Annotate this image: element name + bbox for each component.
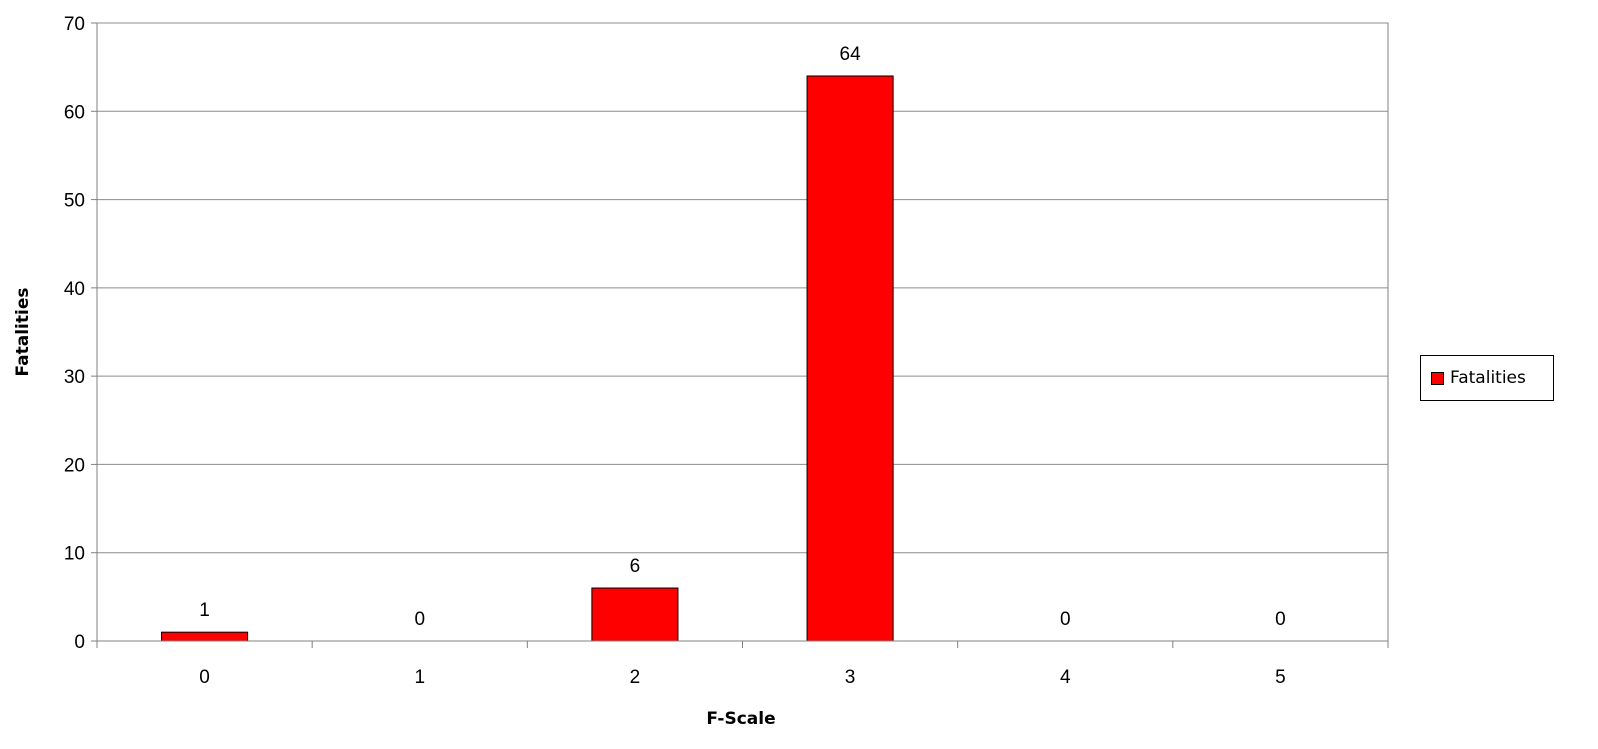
- x-tick-label-2: 2: [630, 667, 641, 688]
- x-axis-title: F-Scale: [706, 709, 775, 729]
- x-tick-label-1: 1: [414, 667, 425, 688]
- legend: Fatalities: [1420, 355, 1554, 401]
- bar-2: [591, 587, 679, 642]
- data-label-2: 6: [630, 556, 641, 577]
- plot-area-border: [96, 22, 1389, 642]
- y-axis-title: Fatalities: [13, 288, 33, 377]
- y-tick-labels: 0 10 20 30 40 50 60 70: [64, 14, 85, 653]
- y-tick-label-40: 40: [64, 279, 85, 300]
- axes: [91, 22, 1389, 648]
- y-tick-label-50: 50: [64, 191, 85, 212]
- x-tick-label-4: 4: [1060, 667, 1071, 688]
- data-labels: 1 0 6 64 0 0: [199, 44, 1285, 630]
- bar-3: [806, 75, 894, 642]
- legend-swatch-fatalities: [1431, 371, 1444, 385]
- x-tick-labels: 0 1 2 3 4 5: [199, 667, 1285, 688]
- x-tick-label-5: 5: [1275, 667, 1286, 688]
- gridlines: [96, 22, 1389, 642]
- data-label-3: 64: [840, 44, 862, 65]
- y-tick-label-60: 60: [64, 102, 85, 123]
- y-tick-label-70: 70: [64, 14, 85, 35]
- y-tick-label-0: 0: [74, 632, 85, 653]
- data-label-0: 1: [199, 600, 210, 621]
- legend-label-fatalities: Fatalities: [1450, 368, 1526, 388]
- bars: [161, 75, 894, 642]
- bar-0: [161, 631, 249, 642]
- data-label-1: 0: [414, 609, 425, 630]
- x-tick-label-3: 3: [845, 667, 856, 688]
- y-tick-label-10: 10: [64, 544, 85, 565]
- data-label-4: 0: [1060, 609, 1071, 630]
- data-label-5: 0: [1275, 609, 1286, 630]
- x-tick-label-0: 0: [199, 667, 210, 688]
- y-tick-label-30: 30: [64, 367, 85, 388]
- y-tick-label-20: 20: [64, 455, 85, 476]
